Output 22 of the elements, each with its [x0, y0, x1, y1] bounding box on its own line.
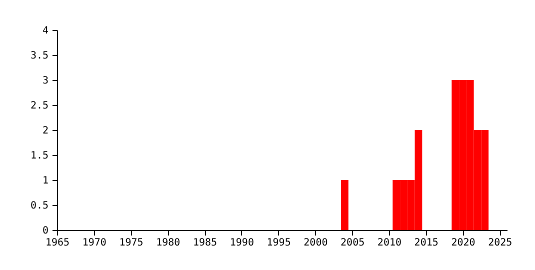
- y-tick-label: 1.5: [30, 150, 48, 162]
- y-tick-label: 2.5: [30, 100, 48, 112]
- x-tick-label: 1980: [156, 238, 180, 248]
- x-tick-label: 2010: [377, 238, 402, 248]
- x-tick-label: 2020: [451, 238, 476, 248]
- y-tick-label: 2: [42, 126, 48, 136]
- x-tick-label: 2015: [414, 238, 438, 248]
- x-tick-label: 1985: [192, 238, 218, 248]
- x-tick-label: 1990: [230, 238, 254, 248]
- x-tick-label: 1970: [82, 238, 106, 248]
- x-tick-label: 2005: [340, 238, 365, 248]
- y-tick-label: 4: [42, 26, 48, 36]
- y-tick-label: 3.5: [30, 50, 48, 62]
- y-tick-label: 0.5: [30, 200, 48, 212]
- y-tick-label: 3: [42, 76, 48, 86]
- y-tick-label: 0: [42, 226, 48, 236]
- y-tick-label: 1: [42, 176, 48, 186]
- x-tick-label: 2000: [304, 238, 328, 248]
- x-tick-label: 1975: [119, 238, 144, 248]
- x-tick-label: 1995: [266, 238, 291, 248]
- x-tick-label: 2025: [488, 238, 512, 248]
- x-tick-label: 1965: [45, 238, 70, 248]
